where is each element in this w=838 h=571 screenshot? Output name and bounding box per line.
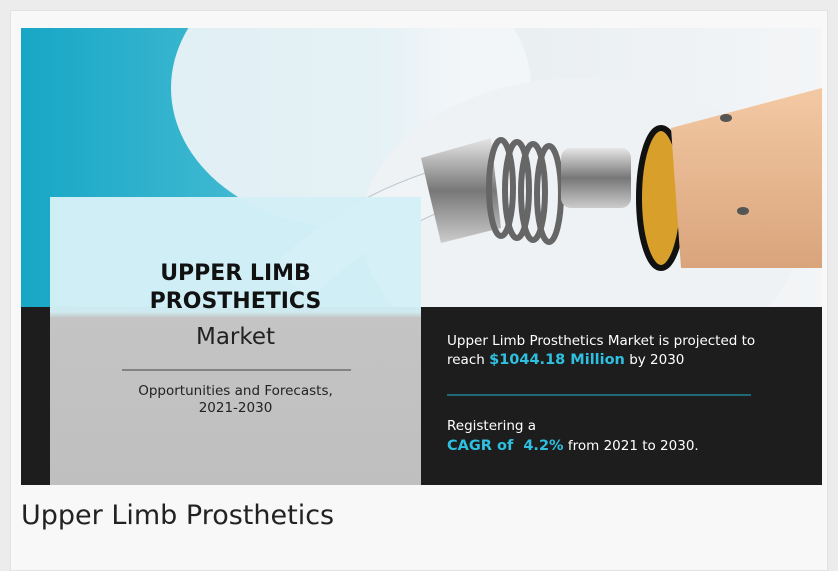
subtitle-line: Opportunities and Forecasts, [138,383,333,399]
projection-line: Upper Limb Prosthetics Market is project… [447,333,755,349]
cagr: Registering a CAGR of 4.2% from 2021 to 2… [447,416,699,456]
cagr-line: Registering a [447,418,536,434]
cagr-suffix: from 2021 to 2030. [568,438,699,454]
subtitle-line: 2021-2030 [199,400,273,416]
title-line: PROSTHETICS [150,289,322,314]
subtitle: Opportunities and Forecasts,2021-2030 [50,383,421,417]
projection: Upper Limb Prosthetics Market is project… [447,332,755,370]
title: UPPER LIMB PROSTHETICS [50,260,421,316]
cagr-value: CAGR of 4.2% [447,438,564,454]
title-market: Market [50,324,421,350]
projection-value: $1044.18 Million [489,352,625,368]
title-line: UPPER LIMB [160,261,311,286]
caption: Upper Limb Prosthetics [21,500,334,531]
projection-prefix: reach [447,352,485,368]
infographic-image: UPPER LIMB PROSTHETICS Market Opportuniti… [21,28,822,485]
projection-suffix: by 2030 [629,352,684,368]
